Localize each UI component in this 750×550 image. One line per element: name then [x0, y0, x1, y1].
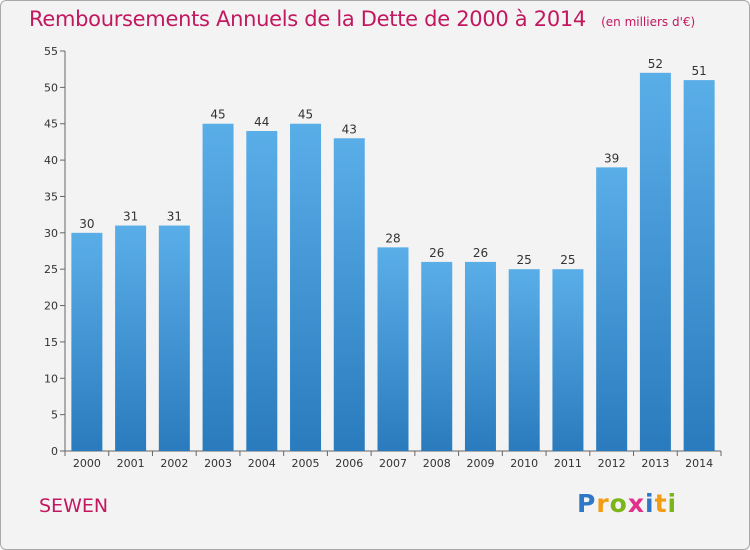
bar-2004: [246, 131, 278, 451]
bar-2009: [464, 261, 496, 451]
x-tick-label-2004: 2004: [248, 457, 276, 470]
x-tick-label-2011: 2011: [554, 457, 582, 470]
x-tick-label-2000: 2000: [73, 457, 101, 470]
bar-2007: [377, 247, 409, 451]
bar-2014: [683, 80, 715, 451]
value-label-2008: 26: [429, 246, 444, 260]
y-tick-label: 15: [44, 336, 58, 349]
value-label-2003: 45: [210, 108, 225, 122]
bar-2002: [158, 225, 190, 451]
bar-2006: [333, 138, 365, 452]
x-tick-label-2001: 2001: [117, 457, 145, 470]
value-label-2012: 39: [604, 151, 619, 165]
x-tick-label-2009: 2009: [466, 457, 494, 470]
value-label-2007: 28: [385, 231, 400, 245]
value-label-2002: 31: [167, 210, 182, 224]
value-label-2010: 25: [517, 253, 532, 267]
value-label-2005: 45: [298, 108, 313, 122]
y-tick-label: 50: [44, 81, 58, 94]
y-tick-label: 20: [44, 300, 58, 313]
bar-2010: [508, 269, 540, 451]
value-label-2011: 25: [560, 253, 575, 267]
bar-2011: [552, 269, 584, 451]
y-tick-label: 10: [44, 372, 58, 385]
x-tick-label-2007: 2007: [379, 457, 407, 470]
logo-letter: t: [654, 489, 668, 518]
x-tick-label-2008: 2008: [423, 457, 451, 470]
value-label-2000: 30: [79, 217, 94, 231]
value-label-2004: 44: [254, 115, 269, 129]
x-tick-label-2005: 2005: [292, 457, 320, 470]
bar-2000: [71, 232, 103, 451]
y-tick-label: 5: [51, 409, 58, 422]
logo-letter: r: [596, 489, 610, 518]
bar-2005: [290, 123, 322, 452]
y-tick-label: 25: [44, 263, 58, 276]
x-tick-label-2003: 2003: [204, 457, 232, 470]
logo-letter: P: [577, 489, 597, 518]
title-row: Remboursements Annuels de la Dette de 20…: [29, 7, 695, 31]
bars: [71, 72, 715, 452]
value-label-2001: 31: [123, 210, 138, 224]
axes: 0 5 10 15 20 25 30 35 40 45 50 55 2000 2001 2002 2003 20…: [44, 45, 722, 470]
bar-2012: [596, 167, 628, 451]
chart-subtitle: (en milliers d'€): [601, 15, 696, 29]
y-tick-label: 30: [44, 227, 58, 240]
value-label-2014: 51: [691, 64, 706, 78]
chart-title: Remboursements Annuels de la Dette de 20…: [29, 7, 586, 31]
commune-name: SEWEN: [39, 495, 109, 517]
y-tick-label: 55: [44, 45, 58, 58]
y-tick-label: 45: [44, 118, 58, 131]
x-tick-label-2014: 2014: [685, 457, 713, 470]
proxiti-logo: Proxiti: [577, 489, 677, 518]
bar-2008: [421, 261, 453, 451]
value-labels: 30 31 31 45 44 45 43 28 26 26 25 25 39 52 51: [79, 57, 707, 267]
bar-2013: [639, 72, 671, 452]
logo-letter: o: [609, 489, 628, 518]
bar-2003: [202, 123, 234, 452]
y-tick-label: 40: [44, 154, 58, 167]
bar-2001: [115, 225, 147, 451]
x-tick-label-2013: 2013: [641, 457, 669, 470]
x-tick-label-2002: 2002: [160, 457, 188, 470]
value-label-2006: 43: [342, 122, 357, 136]
x-tick-label-2006: 2006: [335, 457, 363, 470]
y-tick-label: 0: [51, 445, 58, 458]
logo-letter: i: [645, 489, 655, 518]
value-label-2009: 26: [473, 246, 488, 260]
x-tick-label-2012: 2012: [598, 457, 626, 470]
logo-letter: i: [667, 489, 678, 518]
value-label-2013: 52: [648, 57, 663, 71]
x-tick-label-2010: 2010: [510, 457, 538, 470]
logo-letter: x: [627, 489, 645, 518]
y-tick-label: 35: [44, 190, 58, 203]
